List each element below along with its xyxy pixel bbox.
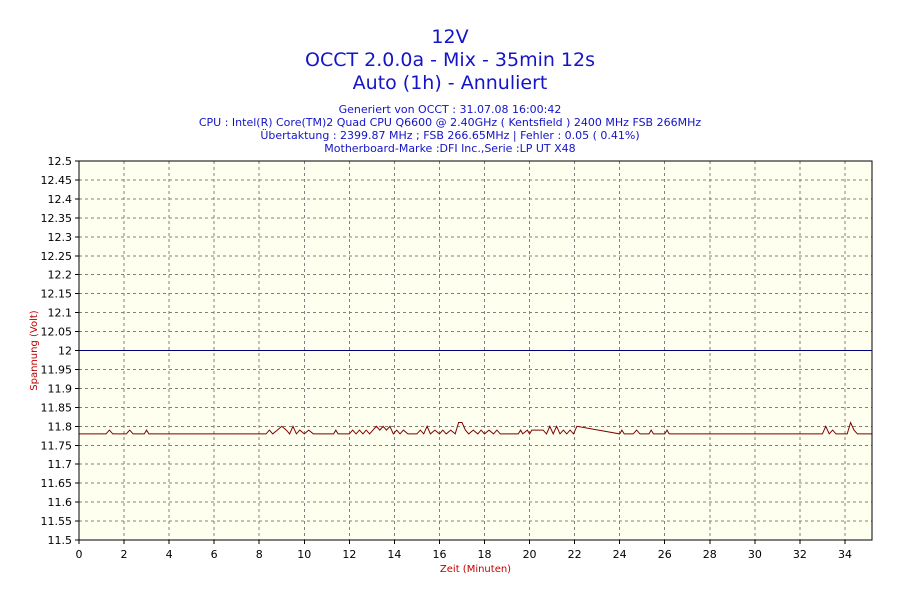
- y-tick-label: 11.8: [48, 420, 73, 433]
- chart-mode: Auto (1h) - Annuliert: [352, 72, 548, 94]
- info-cpu: CPU : Intel(R) Core(TM)2 Quad CPU Q6600 …: [198, 116, 702, 129]
- y-tick-label: 11.75: [41, 439, 73, 452]
- series-line: [79, 421, 872, 436]
- y-tick-label: 11.7: [48, 458, 73, 471]
- y-tick-label: 11.9: [48, 382, 73, 395]
- x-tick-label: 30: [748, 548, 762, 561]
- y-tick-label: 12.5: [48, 155, 73, 168]
- y-axis-label: Spannung (Volt): [29, 310, 40, 390]
- x-tick-label: 10: [297, 548, 311, 561]
- y-tick-label: 11.65: [41, 477, 73, 490]
- y-tick-label: 12.35: [41, 212, 73, 225]
- info-motherboard: Motherboard-Marke :DFI Inc.,Serie :LP UT…: [324, 142, 576, 155]
- y-tick-label: 12.15: [41, 288, 73, 301]
- x-tick-label: 0: [76, 548, 83, 561]
- x-tick-label: 26: [658, 548, 672, 561]
- y-tick-label: 12.4: [48, 193, 73, 206]
- x-tick-label: 24: [613, 548, 627, 561]
- x-tick-label: 22: [568, 548, 582, 561]
- x-tick-label: 2: [121, 548, 128, 561]
- x-tick-label: 18: [478, 548, 492, 561]
- x-tick-label: 16: [432, 548, 446, 561]
- x-tick-label: 32: [793, 548, 807, 561]
- info-overclock: Übertaktung : 2399.87 MHz ; FSB 266.65MH…: [260, 129, 640, 142]
- info-generated: Generiert von OCCT : 31.07.08 16:00:42: [338, 103, 562, 116]
- chart-title: 12V: [431, 26, 469, 48]
- y-tick-label: 11.55: [41, 515, 73, 528]
- y-tick-label: 12.05: [41, 326, 73, 339]
- y-tick-label: 12.45: [41, 174, 73, 187]
- y-tick-label: 12.2: [48, 269, 73, 282]
- y-tick-label: 12: [58, 345, 72, 358]
- y-tick-label: 11.6: [48, 496, 73, 509]
- plot-border: [78, 160, 873, 541]
- y-tick-label: 11.95: [41, 363, 73, 376]
- y-tick-label: 12.3: [48, 231, 73, 244]
- x-tick-label: 4: [166, 548, 173, 561]
- x-tick-label: 14: [387, 548, 401, 561]
- x-tick-label: 12: [342, 548, 356, 561]
- y-tick-label: 11.5: [48, 534, 73, 547]
- x-tick-label: 28: [703, 548, 717, 561]
- x-tick-label: 8: [256, 548, 263, 561]
- y-tick-label: 12.1: [48, 307, 73, 320]
- x-tick-label: 34: [838, 548, 852, 561]
- x-tick-label: 20: [523, 548, 537, 561]
- y-tick-label: 11.85: [41, 401, 73, 414]
- x-tick-label: 6: [211, 548, 218, 561]
- chart-subtitle: OCCT 2.0.0a - Mix - 35min 12s: [304, 49, 596, 71]
- y-tick-label: 12.25: [41, 250, 73, 263]
- x-axis-label: Zeit (Minuten): [440, 564, 511, 575]
